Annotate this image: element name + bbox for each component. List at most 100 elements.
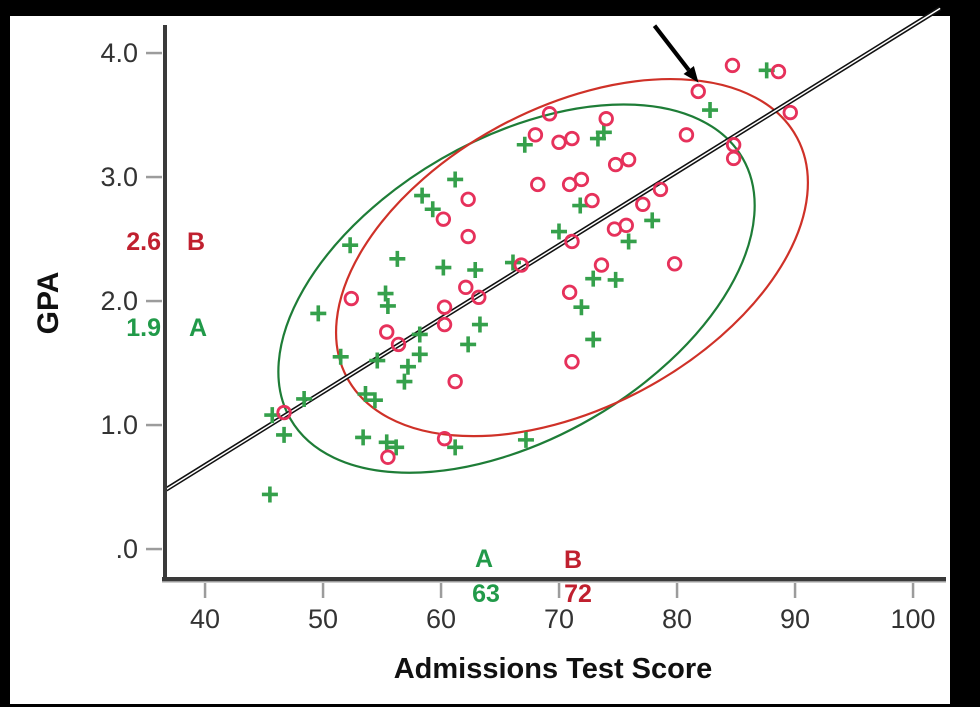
- x-tick-label: 90: [780, 604, 810, 634]
- x-tick: [911, 583, 915, 598]
- x-axis-line-shadow: [162, 581, 946, 583]
- marker-group-a-plus: [702, 102, 719, 119]
- ellipse-group-a: [277, 103, 756, 474]
- marker-group-b-circle: [390, 336, 407, 353]
- marker-group-a-plus: [310, 305, 327, 322]
- y-tick-label: 1.0: [100, 410, 138, 440]
- y-axis-title: GPA: [32, 272, 65, 335]
- marker-group-b-circle: [607, 156, 624, 173]
- marker-group-a-plus: [389, 250, 406, 267]
- marker-group-a-plus: [296, 390, 313, 407]
- marker-group-a-plus: [411, 346, 428, 363]
- x-tick: [675, 583, 679, 598]
- mean-b-gpa-label: 2.6: [126, 228, 161, 256]
- y-tick: [146, 175, 162, 179]
- x-tick-label: 80: [662, 604, 692, 634]
- marker-group-a-plus: [516, 136, 533, 153]
- marker-group-a-plus: [551, 223, 567, 240]
- marker-group-a-plus: [573, 299, 590, 316]
- marker-group-a-plus: [377, 285, 394, 302]
- marker-group-a-plus: [332, 348, 349, 365]
- regression-line-inner: [165, 7, 941, 491]
- arrow-shaft: [652, 24, 691, 72]
- marker-group-a-plus: [366, 392, 383, 409]
- x-axis-line: [162, 577, 946, 581]
- marker-group-b-circle: [564, 233, 580, 250]
- y-tick: [146, 547, 162, 551]
- axis-ticks-and-labels: 4.0 3.0 2.0 1.0 .0 40 50 60 70 80 90 100: [100, 38, 935, 634]
- marker-group-a-plus: [644, 212, 661, 229]
- marker-group-b-circle: [380, 449, 396, 465]
- marker-group-b-circle: [618, 217, 634, 234]
- marker-group-a-plus: [355, 429, 372, 446]
- y-tick-label: .0: [115, 534, 138, 564]
- axes: [162, 25, 946, 583]
- mean-b-score-letter: B: [564, 546, 582, 574]
- marker-group-b-circle: [447, 373, 463, 390]
- marker-group-b-circle: [436, 299, 453, 315]
- x-tick-label: 40: [190, 604, 220, 634]
- marker-group-a-plus: [276, 426, 293, 443]
- x-tick-label: 100: [890, 604, 935, 634]
- marker-group-a-plus: [342, 237, 359, 254]
- marker-group-a-plus: [424, 201, 441, 218]
- marker-group-a-plus: [504, 254, 521, 271]
- annotation-arrow: [652, 24, 699, 83]
- x-tick-label: 60: [426, 604, 456, 634]
- marker-group-b-circle: [541, 106, 558, 122]
- marker-group-b-circle: [690, 83, 706, 100]
- marker-group-a-plus: [467, 262, 484, 278]
- marker-group-b-circle: [724, 57, 741, 74]
- marker-group-b-circle: [460, 191, 476, 208]
- marker-group-b-circle: [435, 211, 452, 227]
- marker-group-b-circle: [460, 228, 476, 245]
- marker-group-a-plus: [357, 386, 374, 402]
- x-tick: [321, 583, 325, 598]
- marker-group-b-circle: [436, 316, 453, 333]
- arrow-head: [683, 66, 699, 83]
- marker-group-a-plus: [369, 352, 386, 369]
- regression-line: [164, 6, 942, 492]
- x-tick-label: 50: [308, 604, 338, 634]
- mean-a-gpa-label: 1.9: [126, 314, 161, 342]
- x-tick: [203, 583, 207, 598]
- marker-group-b-circle: [635, 196, 651, 212]
- marker-group-a-plus: [261, 486, 278, 503]
- x-tick: [793, 583, 797, 598]
- x-axis-title: Admissions Test Score: [394, 653, 713, 685]
- marker-group-b-circle: [530, 176, 546, 193]
- x-tick-label: 70: [544, 604, 574, 634]
- marker-group-a-plus: [435, 259, 452, 276]
- marker-group-a-plus: [414, 187, 431, 204]
- marker-group-a-plus: [620, 233, 637, 250]
- marker-group-b-circle: [276, 404, 292, 421]
- marker-group-b-circle: [564, 130, 580, 147]
- marker-group-b-circle: [564, 354, 580, 370]
- mean-a-score-letter: A: [475, 545, 493, 573]
- marker-group-b-circle: [725, 150, 742, 167]
- marker-group-a-plus: [517, 431, 534, 448]
- marker-group-b-circle: [770, 63, 787, 80]
- scatter-markers: [261, 57, 798, 503]
- marker-group-b-circle: [513, 257, 529, 273]
- marker-group-a-plus: [595, 124, 612, 141]
- marker-group-b-circle: [379, 324, 395, 340]
- mean-b-letter: B: [187, 228, 205, 256]
- marker-group-a-plus: [399, 358, 416, 375]
- y-axis-line: [163, 25, 167, 581]
- marker-group-a-plus: [460, 336, 477, 353]
- marker-group-a-plus: [471, 316, 488, 333]
- marker-group-a-plus: [585, 270, 602, 287]
- marker-group-a-plus: [411, 326, 428, 343]
- marker-group-b-circle: [573, 171, 590, 188]
- marker-group-b-circle: [620, 151, 637, 168]
- marker-group-b-circle: [666, 256, 683, 272]
- marker-group-a-plus: [607, 271, 624, 288]
- marker-group-a-plus: [585, 331, 602, 348]
- y-tick: [146, 51, 162, 55]
- y-tick-label: 4.0: [100, 38, 138, 68]
- marker-group-a-plus: [396, 373, 413, 390]
- marker-group-b-circle: [458, 279, 474, 296]
